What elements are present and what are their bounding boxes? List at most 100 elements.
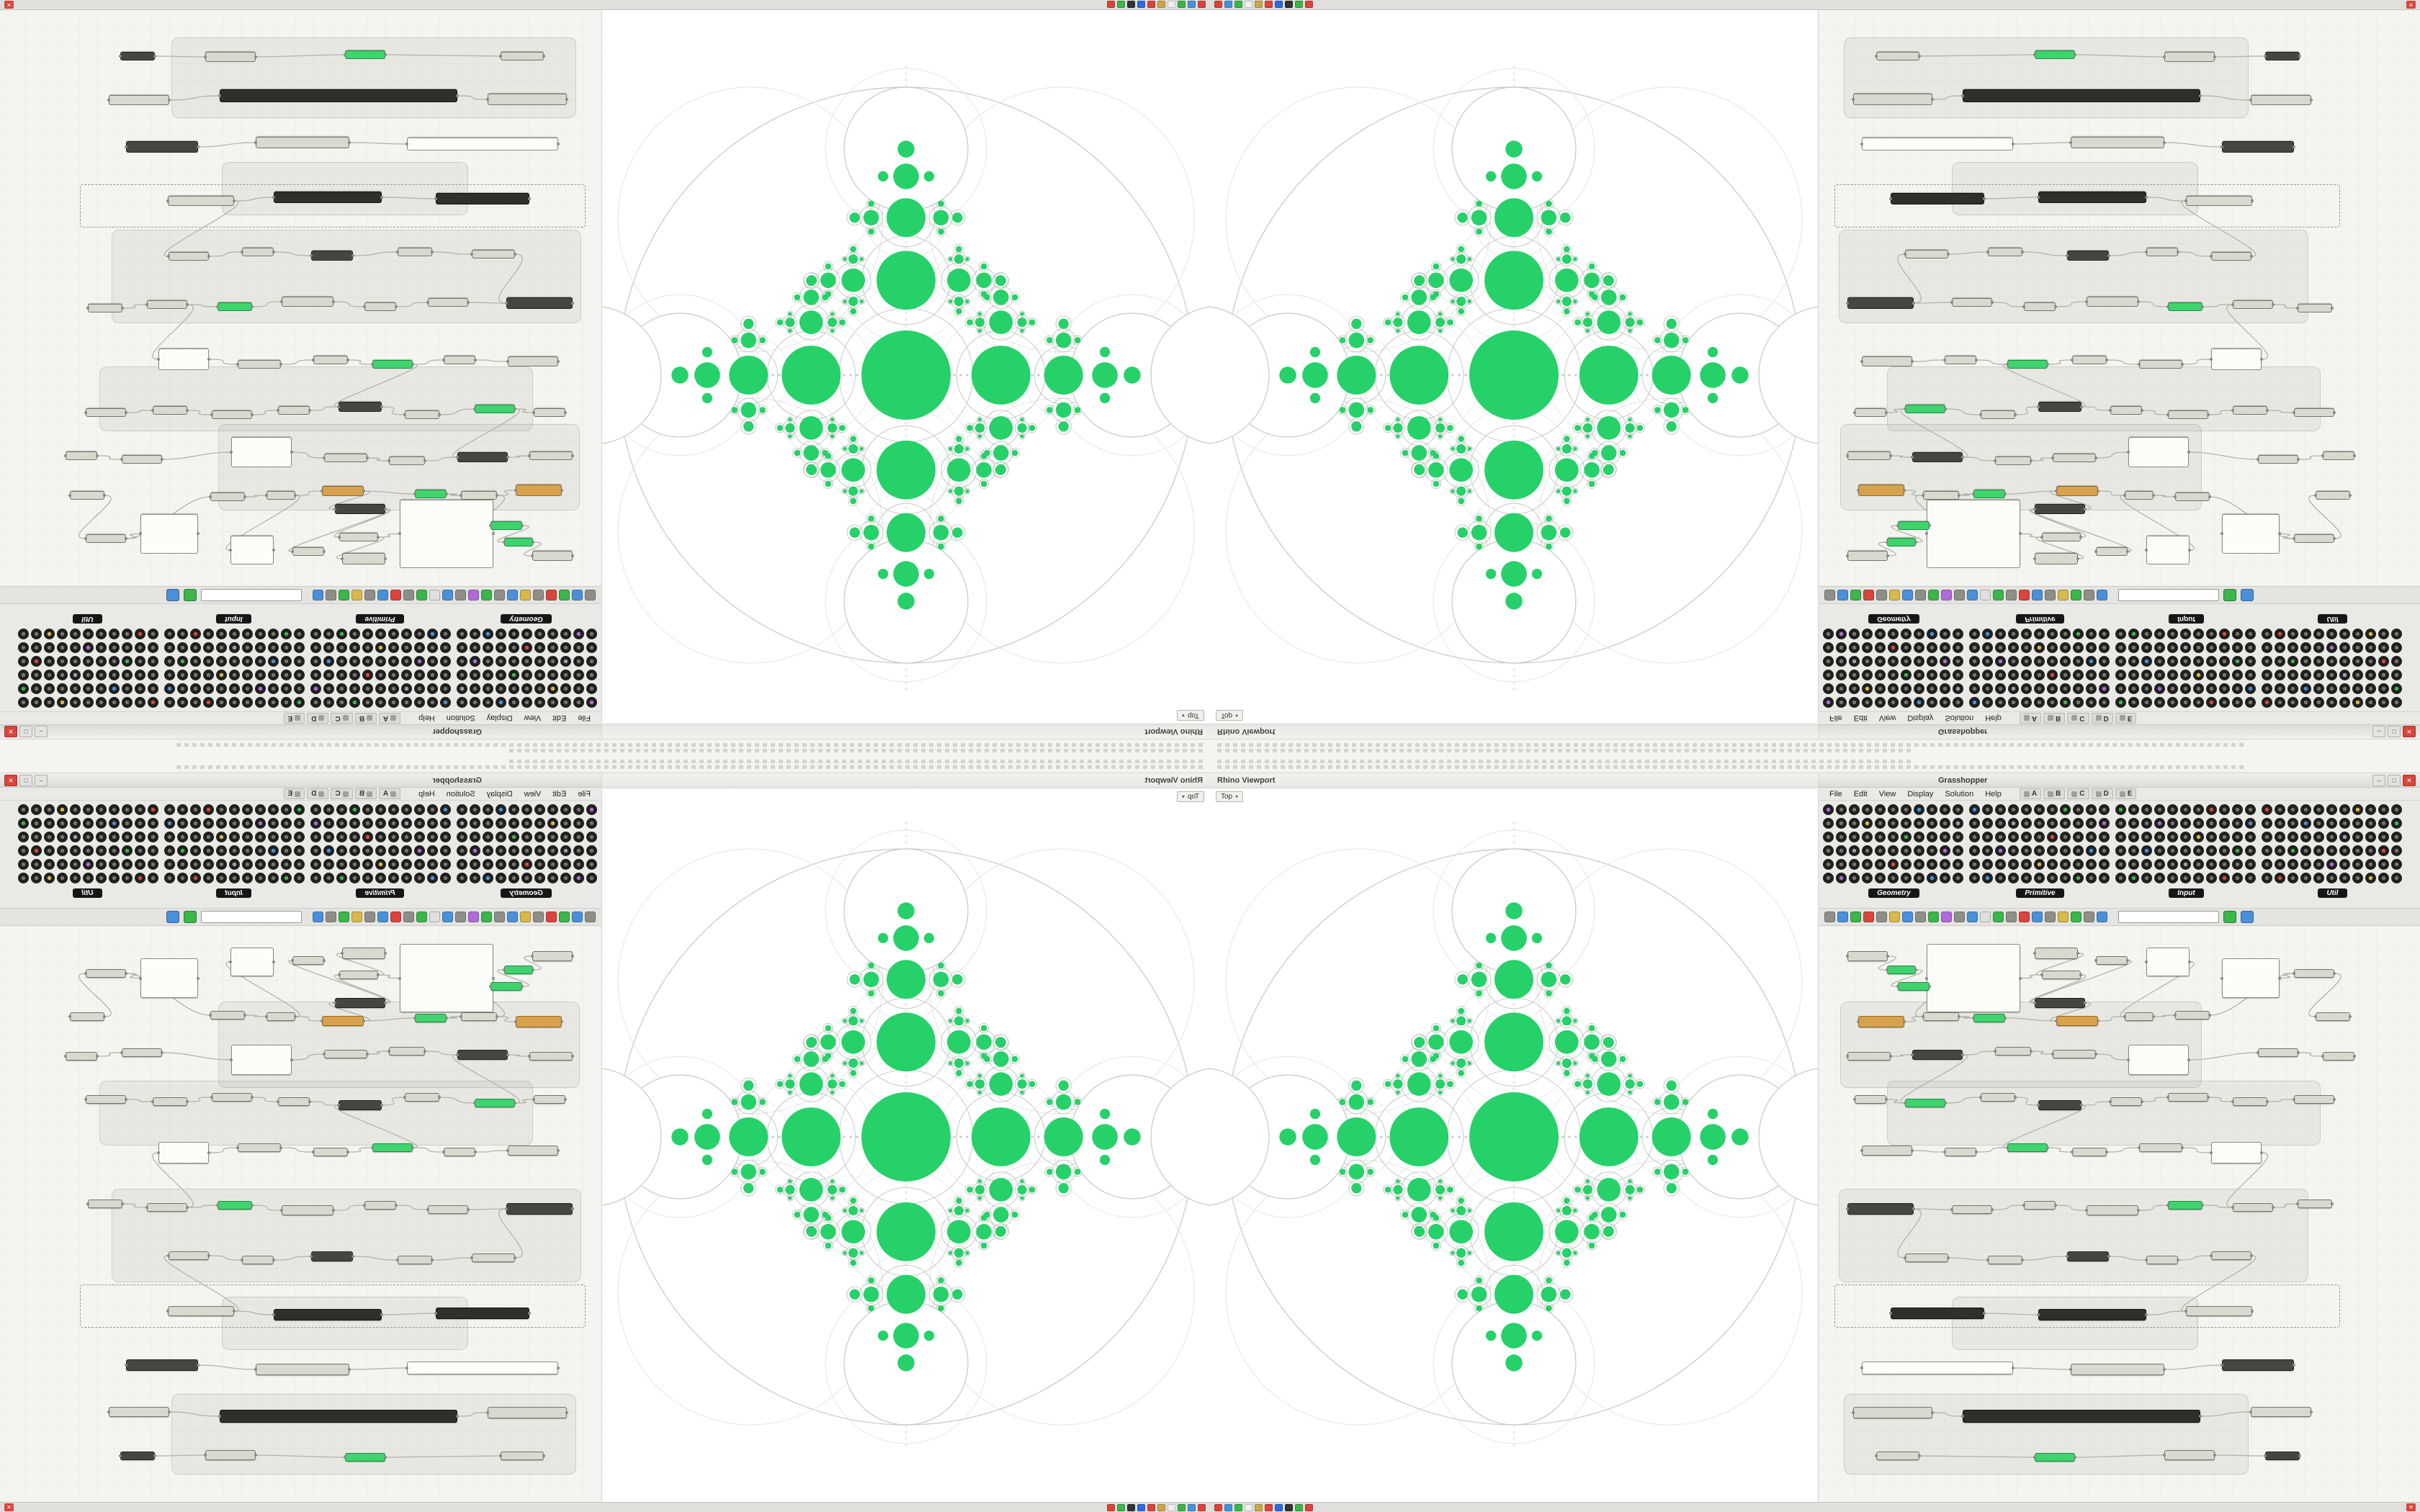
gh-node[interactable]	[70, 1012, 104, 1021]
component-icon[interactable]	[2300, 804, 2311, 815]
tray-icon[interactable]	[1127, 1503, 1135, 1511]
component-icon[interactable]	[2180, 697, 2191, 708]
component-icon[interactable]	[349, 670, 360, 680]
component-icon[interactable]	[2128, 845, 2139, 856]
component-icon[interactable]	[177, 845, 188, 856]
component-icon[interactable]	[2154, 832, 2165, 842]
gh-node[interactable]	[158, 1142, 209, 1164]
component-icon[interactable]	[440, 859, 451, 870]
component-icon[interactable]	[2378, 642, 2389, 653]
component-icon[interactable]	[401, 697, 412, 708]
component-icon[interactable]	[2180, 818, 2191, 829]
gh-node[interactable]	[2166, 1201, 2204, 1210]
close-icon[interactable]: ✕	[4, 1, 14, 9]
component-icon[interactable]	[560, 629, 571, 639]
component-icon[interactable]	[268, 873, 279, 883]
component-icon[interactable]	[135, 832, 145, 842]
component-icon[interactable]	[2378, 804, 2389, 815]
component-icon[interactable]	[281, 683, 292, 694]
palette-tab-util[interactable]: Util	[73, 614, 102, 624]
gh-node[interactable]	[2109, 1097, 2143, 1106]
component-icon[interactable]	[2099, 818, 2110, 829]
viewport-tab-top[interactable]: Top ▾	[1176, 791, 1204, 802]
gh-node[interactable]	[364, 302, 396, 311]
tray-icon[interactable]	[1137, 1, 1145, 9]
component-icon[interactable]	[109, 832, 120, 842]
toolbar-icon[interactable]	[364, 912, 375, 922]
component-icon[interactable]	[1969, 697, 1980, 708]
component-icon[interactable]	[2313, 642, 2324, 653]
component-icon[interactable]	[164, 804, 175, 815]
toolbar-icon[interactable]	[429, 912, 440, 922]
toolbar-icon[interactable]	[2032, 590, 2043, 600]
component-icon[interactable]	[1914, 859, 1924, 870]
toolbar-icon[interactable]	[351, 912, 362, 922]
component-icon[interactable]	[560, 845, 571, 856]
component-icon[interactable]	[2326, 642, 2337, 653]
component-icon[interactable]	[2206, 832, 2217, 842]
gh-node[interactable]	[405, 410, 439, 419]
menu-item-solution[interactable]: Solution	[1945, 714, 1974, 723]
component-icon[interactable]	[2167, 804, 2178, 815]
component-icon[interactable]	[1969, 670, 1980, 680]
component-icon[interactable]	[573, 683, 584, 694]
component-icon[interactable]	[534, 670, 545, 680]
toolbar-view-button[interactable]	[2223, 589, 2236, 601]
component-icon[interactable]	[1953, 859, 1963, 870]
component-icon[interactable]	[349, 656, 360, 667]
component-icon[interactable]	[414, 697, 425, 708]
component-icon[interactable]	[57, 859, 68, 870]
component-icon[interactable]	[2128, 642, 2139, 653]
component-icon[interactable]	[508, 818, 519, 829]
component-icon[interactable]	[534, 656, 545, 667]
component-icon[interactable]	[2326, 629, 2337, 639]
component-icon[interactable]	[2141, 670, 2152, 680]
gh-node[interactable]	[2138, 1143, 2184, 1152]
component-icon[interactable]	[2008, 629, 2019, 639]
component-icon[interactable]	[2262, 859, 2272, 870]
component-icon[interactable]	[2287, 656, 2298, 667]
component-icon[interactable]	[2275, 629, 2285, 639]
component-icon[interactable]	[1862, 859, 1873, 870]
menu-item-display[interactable]: Display	[1907, 789, 1934, 798]
toolbar-icon[interactable]	[2045, 912, 2056, 922]
component-icon[interactable]	[2219, 656, 2230, 667]
gh-node[interactable]	[2033, 1453, 2076, 1462]
component-icon[interactable]	[2391, 804, 2402, 815]
component-icon[interactable]	[2391, 697, 2402, 708]
component-icon[interactable]	[1849, 697, 1860, 708]
component-icon[interactable]	[457, 818, 467, 829]
component-icon[interactable]	[122, 670, 133, 680]
toolbar-icon[interactable]	[442, 912, 453, 922]
component-icon[interactable]	[1995, 656, 2006, 667]
component-icon[interactable]	[1875, 818, 1886, 829]
component-icon[interactable]	[1914, 873, 1924, 883]
toolbar-icon[interactable]	[1863, 590, 1874, 600]
component-icon[interactable]	[109, 629, 120, 639]
component-icon[interactable]	[560, 642, 571, 653]
gh-node[interactable]	[2296, 1200, 2334, 1208]
component-icon[interactable]	[229, 656, 240, 667]
gh-node[interactable]	[2258, 455, 2298, 464]
gh-node[interactable]	[2037, 1309, 2148, 1320]
component-icon[interactable]	[2245, 670, 2256, 680]
component-icon[interactable]	[508, 629, 519, 639]
component-icon[interactable]	[164, 629, 175, 639]
component-icon[interactable]	[1888, 670, 1899, 680]
component-icon[interactable]	[216, 845, 227, 856]
gh-node[interactable]	[2251, 95, 2311, 105]
component-icon[interactable]	[2034, 859, 2045, 870]
gh-node[interactable]	[2210, 1142, 2263, 1164]
component-icon[interactable]	[2365, 818, 2376, 829]
toolbar-icon[interactable]	[1889, 912, 1900, 922]
component-icon[interactable]	[135, 629, 145, 639]
component-icon[interactable]	[2073, 859, 2084, 870]
component-icon[interactable]	[2086, 845, 2097, 856]
component-icon[interactable]	[216, 697, 227, 708]
component-icon[interactable]	[255, 642, 266, 653]
gh-node[interactable]	[158, 348, 209, 370]
tray-icon[interactable]	[1265, 1, 1273, 9]
component-icon[interactable]	[2086, 670, 2097, 680]
component-icon[interactable]	[96, 832, 107, 842]
toolbar-icon[interactable]	[533, 912, 544, 922]
